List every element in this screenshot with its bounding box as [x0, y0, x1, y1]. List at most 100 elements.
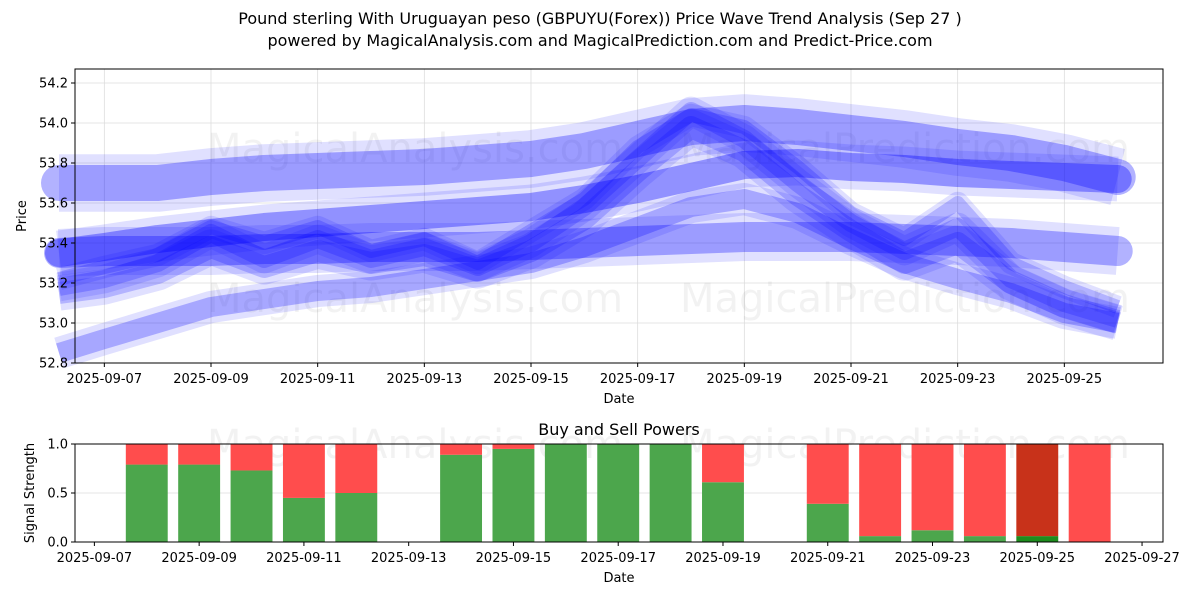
wave-wave-oscillation-2 — [57, 102, 1121, 328]
buy-bar — [597, 444, 640, 542]
x-tick-label: 2025-09-19 — [685, 551, 761, 566]
sell-bar — [1016, 444, 1059, 537]
sell-bar — [230, 444, 273, 471]
signal-chart: Buy and Sell Powers MagicalAnalysis.com M… — [23, 420, 1180, 586]
y-tick-label: 53.2 — [39, 277, 68, 292]
price-x-ticks: 2025-09-07 2025-09-09 2025-09-11 2025-09-13… — [67, 363, 1103, 387]
x-tick-label: 2025-09-07 — [57, 551, 133, 566]
sell-bar — [282, 444, 325, 498]
x-tick-label: 2025-09-21 — [813, 372, 889, 387]
x-tick-label: 2025-09-11 — [266, 551, 342, 566]
sell-bar — [492, 444, 535, 449]
sell-bar — [1068, 444, 1111, 542]
sell-bar — [702, 444, 744, 483]
y-tick-label: 0.0 — [47, 536, 68, 551]
buy-bar — [859, 536, 902, 542]
signal-y-label: Signal Strength — [23, 443, 38, 543]
x-tick-label: 2025-09-23 — [895, 551, 971, 566]
wave-wave-flat-band — [44, 222, 1133, 268]
y-tick-label: 54.0 — [39, 117, 68, 132]
wave-halo — [56, 140, 1119, 276]
buy-bar — [649, 444, 692, 542]
wave-wave-lower-trend — [56, 189, 1120, 363]
price-watermarks: MagicalAnalysis.com MagicalPrediction.com… — [207, 126, 1130, 322]
buy-bar — [440, 454, 483, 542]
price-x-label: Date — [603, 392, 634, 407]
wave-wave-upper-band — [41, 105, 1136, 201]
buy-bar — [963, 536, 1006, 542]
y-tick-label: 52.8 — [39, 357, 68, 372]
buy-bar — [911, 530, 954, 542]
x-tick-label: 2025-09-09 — [161, 551, 237, 566]
x-tick-label: 2025-09-07 — [67, 372, 143, 387]
chart-title: Pound sterling With Uruguayan peso (GBPU… — [238, 9, 962, 28]
sell-bar — [178, 444, 221, 465]
sell-bar — [963, 444, 1006, 537]
price-plot-frame — [74, 68, 1164, 364]
signal-bars — [125, 444, 1111, 542]
buy-bar — [544, 444, 587, 542]
watermark: MagicalPrediction.com — [680, 276, 1130, 322]
wave-halo — [56, 103, 1122, 318]
y-tick-label: 53.8 — [39, 157, 68, 172]
y-tick-label: 53.0 — [39, 317, 68, 332]
buy-bar — [806, 503, 849, 542]
buy-bar — [702, 482, 744, 542]
buy-bar — [282, 497, 325, 542]
signal-x-label: Date — [603, 571, 634, 586]
buy-bar — [178, 464, 221, 542]
x-tick-label: 2025-09-27 — [1104, 551, 1180, 566]
y-tick-label: 54.2 — [39, 77, 68, 92]
x-tick-label: 2025-09-25 — [1027, 372, 1103, 387]
x-tick-label: 2025-09-25 — [999, 551, 1075, 566]
buy-bar — [125, 464, 168, 542]
x-tick-label: 2025-09-11 — [280, 372, 356, 387]
watermark: MagicalAnalysis.com — [207, 276, 623, 322]
wave-halo — [57, 213, 1120, 277]
price-y-label: Price — [15, 200, 30, 232]
wave-halo — [59, 94, 1126, 212]
sell-bar — [911, 444, 954, 531]
x-tick-label: 2025-09-21 — [790, 551, 866, 566]
x-tick-label: 2025-09-09 — [173, 372, 249, 387]
price-plot-area — [75, 69, 1163, 363]
y-tick-label: 53.4 — [39, 237, 68, 252]
wave-wave-oscillation-3 — [57, 116, 1121, 334]
buy-bar — [1016, 536, 1059, 542]
x-tick-label: 2025-09-15 — [476, 551, 552, 566]
buy-bar — [230, 470, 273, 542]
y-tick-label: 53.6 — [39, 197, 68, 212]
watermark: MagicalPrediction.com — [680, 422, 1130, 468]
buy-bar — [335, 493, 378, 542]
signal-x-ticks: 2025-09-07 2025-09-09 2025-09-11 2025-09-13… — [57, 542, 1180, 566]
sell-bar — [335, 444, 378, 493]
x-tick-label: 2025-09-13 — [387, 372, 463, 387]
chart-subtitle: powered by MagicalAnalysis.com and Magic… — [267, 31, 933, 50]
signal-y-ticks: 0.0 0.5 1.0 — [47, 438, 75, 551]
sell-bar — [859, 444, 902, 537]
wave-wave-oscillation-1 — [57, 108, 1121, 314]
price-y-ticks: 52.8 53.0 53.2 53.4 53.6 53.8 54.0 54.2 — [39, 77, 75, 372]
price-grid — [75, 69, 1163, 364]
y-tick-label: 0.5 — [47, 487, 68, 502]
x-tick-label: 2025-09-13 — [371, 551, 447, 566]
buy-bar — [492, 448, 535, 542]
x-tick-label: 2025-09-17 — [580, 551, 656, 566]
price-chart: MagicalAnalysis.com MagicalPrediction.com… — [15, 68, 1164, 407]
y-tick-label: 1.0 — [47, 438, 68, 453]
x-tick-label: 2025-09-19 — [707, 372, 783, 387]
wave-halo — [54, 183, 1121, 369]
x-tick-label: 2025-09-23 — [920, 372, 996, 387]
watermark: MagicalPrediction.com — [680, 126, 1130, 172]
wave-halo — [56, 96, 1122, 333]
sell-bar — [806, 444, 849, 504]
wave-halo — [56, 109, 1123, 340]
price-waves — [41, 94, 1136, 369]
x-tick-label: 2025-09-17 — [600, 372, 676, 387]
wave-wave-mid-band — [45, 149, 1132, 267]
watermark: MagicalAnalysis.com — [207, 126, 623, 172]
x-tick-label: 2025-09-15 — [493, 372, 569, 387]
sell-bar — [125, 444, 168, 465]
signal-chart-title: Buy and Sell Powers — [538, 420, 700, 439]
